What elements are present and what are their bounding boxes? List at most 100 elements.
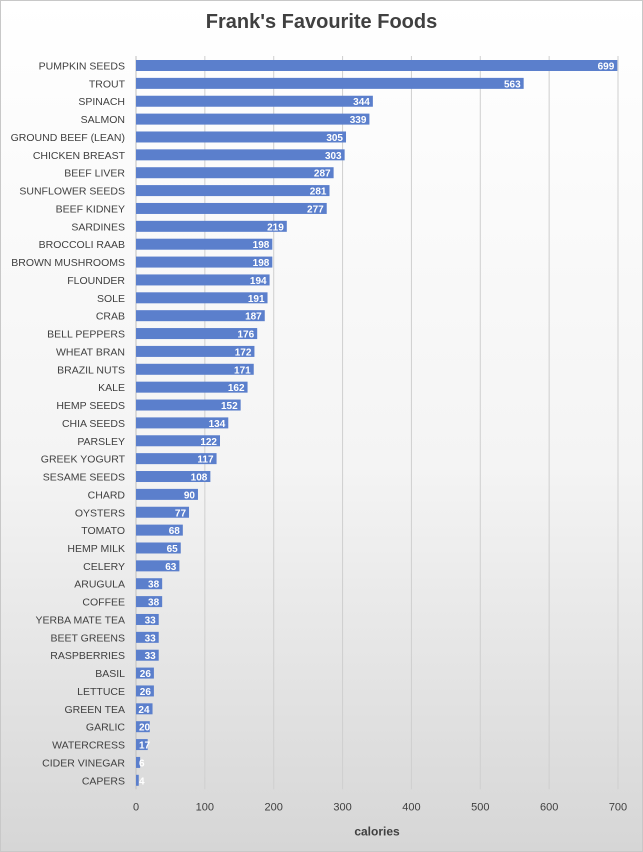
category-label: HEMP SEEDS [56,400,125,412]
bar [136,149,345,161]
data-label: 281 [310,187,327,198]
data-label: 305 [326,133,343,144]
data-label: 24 [138,705,150,716]
category-label: SPINACH [78,96,125,108]
category-label: SESAME SEEDS [43,472,125,484]
category-label: GREEN TEA [65,704,126,716]
data-label: 219 [267,222,284,233]
bar [136,471,211,483]
category-label: TROUT [89,78,126,90]
data-label: 26 [140,687,152,698]
bar [136,631,159,643]
x-tick-label: 0 [133,801,139,813]
data-label: 33 [145,633,157,644]
data-label: 33 [145,651,157,662]
category-label: BEEF LIVER [64,168,125,180]
data-label: 287 [314,169,331,180]
data-label: 4 [139,776,145,787]
category-label: BROCCOLI RAAB [39,239,125,251]
bar [136,399,241,411]
bar [136,363,254,375]
bar [136,381,248,393]
bar [136,667,154,679]
bar [136,60,618,71]
category-label: CELERY [83,561,125,573]
data-label: 63 [165,562,177,573]
data-label: 191 [248,294,265,305]
data-label: 33 [145,615,157,626]
data-label: 563 [504,79,521,90]
data-label: 65 [167,544,179,555]
category-label: BEEF KIDNEY [56,203,125,215]
data-label: 152 [221,401,238,412]
bar [136,417,229,429]
bar [136,238,273,250]
bar [136,649,159,661]
data-label: 303 [325,151,342,162]
x-tick-label: 500 [471,801,489,813]
bar [136,596,163,608]
data-label: 198 [253,258,270,269]
category-label: FLOUNDER [67,275,125,287]
data-label: 6 [139,758,145,769]
x-tick-label: 100 [196,801,214,813]
category-label: SARDINES [71,221,125,233]
bar [136,506,190,518]
bar [136,685,154,697]
x-tick-label: 400 [402,801,420,813]
data-label: 122 [200,437,217,448]
category-labels: PUMPKIN SEEDS TROUT SPINACH SALMON GROUND BE… [11,61,126,788]
category-label: SALMON [81,114,125,126]
category-label: YERBA MATE TEA [36,614,125,626]
category-label: WATERCRESS [52,740,125,752]
data-label: 108 [191,473,208,484]
bar [136,256,273,268]
data-label: 176 [238,330,255,341]
data-label: 38 [148,580,160,591]
data-label: 187 [245,312,262,323]
bar [136,578,163,590]
category-label: BRAZIL NUTS [57,364,125,376]
category-label: COFFEE [82,597,125,609]
bar [136,524,183,536]
data-label: 339 [350,115,367,126]
data-label: 344 [353,97,370,108]
bar [136,756,141,768]
category-label: BROWN MUSHROOMS [11,257,125,269]
data-label: 162 [228,383,245,394]
bar [136,774,139,786]
bar [136,202,327,214]
x-tick-label: 300 [333,801,351,813]
data-label: 20 [139,723,151,734]
data-label: 194 [250,276,267,287]
bar [136,435,221,447]
x-tick-label: 200 [265,801,283,813]
category-label: BELL PEPPERS [47,329,125,341]
bar [136,185,330,197]
category-label: SUNFLOWER SEEDS [19,186,125,198]
bar [136,95,373,107]
category-label: PUMPKIN SEEDS [39,61,125,73]
category-label: CAPERS [82,775,125,787]
data-label: 171 [234,365,251,376]
bar [136,560,180,572]
bar [136,739,148,751]
bar [136,453,217,465]
category-label: KALE [98,382,125,394]
category-label: CHICKEN BREAST [33,150,126,162]
category-label: BASIL [95,668,125,680]
category-label: CHARD [88,489,126,501]
bar [136,310,265,322]
data-label: 17 [139,741,151,752]
bar [136,613,159,625]
chart-title: Frank's Favourite Foods [205,11,438,33]
data-label: 38 [148,598,160,609]
bar [136,542,181,554]
bar [136,703,153,715]
category-label: GREEK YOGURT [41,454,126,466]
x-tick-label: 600 [540,801,558,813]
bar [136,167,334,179]
bar [136,721,150,733]
data-label: 90 [184,490,196,501]
